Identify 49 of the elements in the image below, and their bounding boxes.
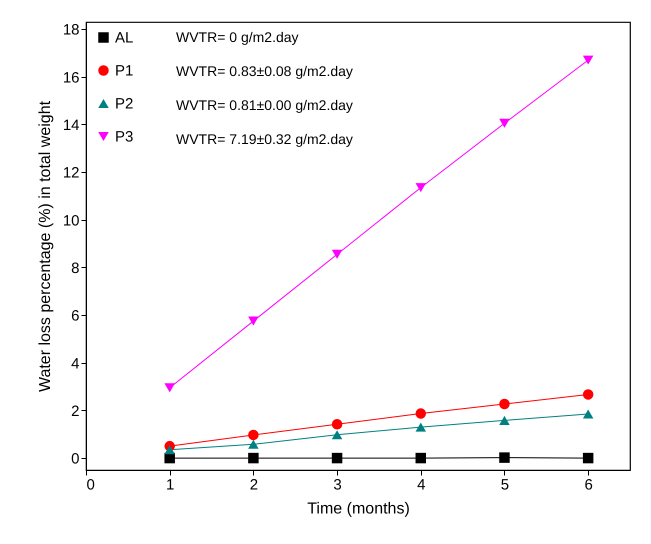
x-axis-title: Time (months) bbox=[307, 500, 410, 518]
point bbox=[416, 422, 426, 432]
point bbox=[332, 419, 342, 430]
point bbox=[499, 398, 510, 410]
x-tick-label: 5 bbox=[500, 476, 510, 494]
y-tick-label: 18 bbox=[62, 22, 80, 39]
point bbox=[164, 445, 175, 454]
point bbox=[332, 452, 342, 464]
x-tick-label: 3 bbox=[333, 476, 342, 494]
point bbox=[582, 452, 594, 464]
legend-label: P3 bbox=[115, 128, 134, 146]
point bbox=[248, 440, 259, 449]
point bbox=[582, 56, 594, 65]
y-tick-label: 0 bbox=[71, 450, 80, 468]
point bbox=[499, 416, 510, 425]
point bbox=[164, 383, 175, 392]
point bbox=[332, 430, 342, 440]
y-tick-label: 8 bbox=[71, 260, 80, 277]
annotation: WVTR= 0.81±0.00 g/m2.day bbox=[176, 97, 353, 113]
point bbox=[416, 408, 426, 419]
y-tick-label: 4 bbox=[71, 355, 80, 372]
y-tick-label: 16 bbox=[62, 69, 80, 86]
point bbox=[582, 389, 594, 400]
y-axis-title: Water loss percentage (%) in total weight bbox=[36, 100, 54, 392]
point bbox=[416, 452, 426, 464]
x-tick-label: 1 bbox=[166, 476, 174, 494]
point bbox=[416, 183, 426, 192]
point bbox=[499, 118, 510, 128]
y-tick-label: 6 bbox=[71, 308, 80, 325]
point bbox=[582, 409, 594, 419]
point bbox=[248, 430, 259, 440]
x-tick-label: 6 bbox=[584, 476, 593, 494]
x-tick-label: 0 bbox=[86, 476, 95, 494]
y-tick-label: 12 bbox=[62, 164, 80, 182]
annotation: WVTR= 0 g/m2.day bbox=[176, 29, 299, 45]
x-tick-label: 2 bbox=[250, 476, 258, 494]
point bbox=[499, 452, 510, 463]
y-tick-label: 14 bbox=[62, 116, 80, 134]
point bbox=[248, 452, 259, 464]
legend-label: AL bbox=[115, 30, 134, 46]
legend-label: P2 bbox=[115, 96, 134, 112]
annotation: WVTR= 0.83±0.08 g/m2.day bbox=[176, 63, 353, 79]
x-tick-label: 4 bbox=[417, 476, 426, 494]
legend-label: P1 bbox=[115, 62, 134, 80]
annotation: WVTR= 7.19±0.32 g/m2.day bbox=[176, 131, 353, 147]
y-tick-label: 10 bbox=[62, 212, 80, 230]
point bbox=[332, 250, 342, 259]
point bbox=[248, 316, 259, 326]
y-tick-label: 2 bbox=[71, 402, 80, 420]
